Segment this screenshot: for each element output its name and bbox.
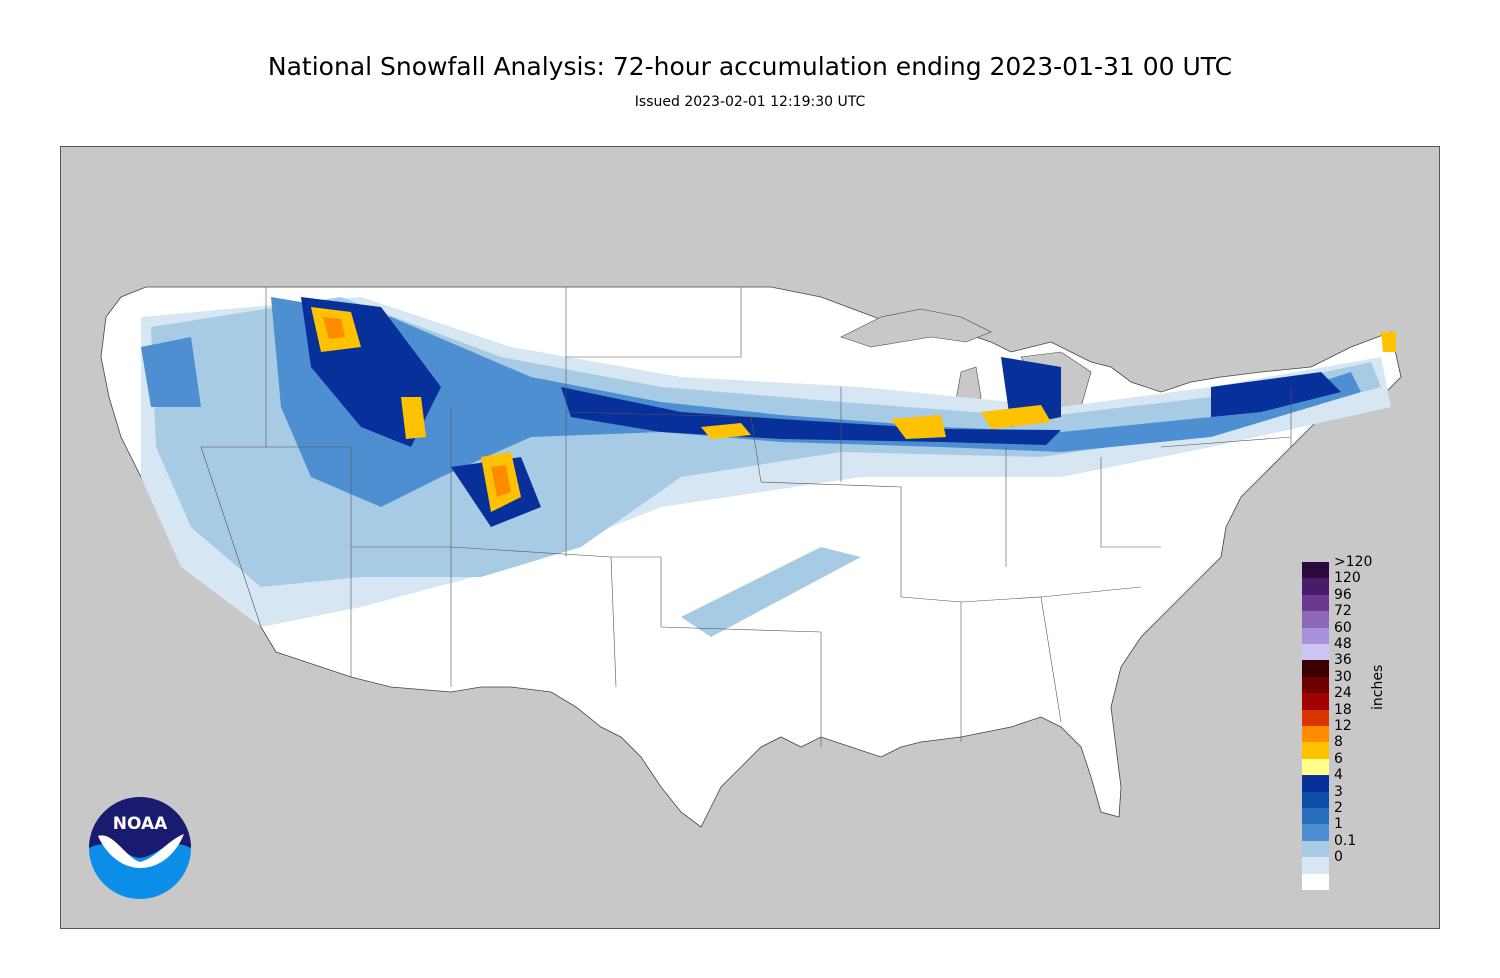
snow-extreme-layer [323, 317, 511, 497]
legend-label: 36 [1334, 652, 1352, 669]
legend-label: 8 [1334, 734, 1343, 751]
legend-swatch [1302, 693, 1329, 710]
legend-swatch [1302, 676, 1329, 694]
legend-swatch [1302, 627, 1329, 644]
legend-swatch [1302, 775, 1329, 792]
legend-swatch [1302, 808, 1329, 825]
legend-label: 1 [1334, 816, 1343, 833]
legend-label: 30 [1334, 668, 1352, 685]
map-title: National Snowfall Analysis: 72-hour accu… [267, 52, 1233, 81]
legend-label: 72 [1334, 603, 1352, 620]
state-boundaries [200, 287, 1292, 747]
legend-label: 2 [1334, 800, 1343, 816]
legend-label: 24 [1334, 685, 1352, 702]
legend-swatch [1302, 840, 1329, 858]
legend-label: 18 [1334, 701, 1352, 718]
legend-label: 3 [1334, 783, 1343, 800]
snowfall-map [60, 146, 1440, 929]
legend-swatch [1302, 644, 1329, 661]
legend-label: 0 [1334, 849, 1343, 866]
legend-label: 0.1 [1334, 832, 1357, 849]
legend-label: 12 [1334, 718, 1352, 734]
legend-label: 96 [1334, 586, 1352, 603]
legend-swatch [1302, 742, 1329, 759]
legend-swatch [1302, 726, 1329, 743]
map-canvas [61, 147, 1439, 928]
legend-label: 60 [1334, 619, 1352, 636]
issued-timestamp: Issued 2023-02-01 12:19:30 UTC [634, 94, 866, 110]
legend-swatch [1302, 594, 1329, 612]
legend-swatch-zero [1302, 873, 1329, 890]
legend-label: 48 [1334, 636, 1352, 652]
legend-label: 4 [1334, 767, 1343, 784]
noaa-logo: NOAA [89, 797, 191, 899]
legend-unit-label: inches [1370, 664, 1386, 710]
noaa-logo-text: NOAA [113, 814, 168, 834]
legend-swatch [1302, 824, 1329, 841]
legend-swatch [1302, 857, 1329, 874]
legend-swatch [1302, 660, 1329, 677]
legend-swatch [1302, 562, 1329, 579]
legend-swatch [1302, 709, 1329, 726]
legend-swatch [1302, 578, 1329, 595]
legend-label: 6 [1334, 750, 1343, 767]
lake-superior [840, 308, 992, 348]
legend-swatch [1302, 758, 1329, 776]
legend-label: 120 [1334, 570, 1361, 587]
legend-swatch [1302, 611, 1329, 628]
legend-label: >120 [1334, 554, 1373, 570]
legend-swatch [1302, 791, 1329, 808]
